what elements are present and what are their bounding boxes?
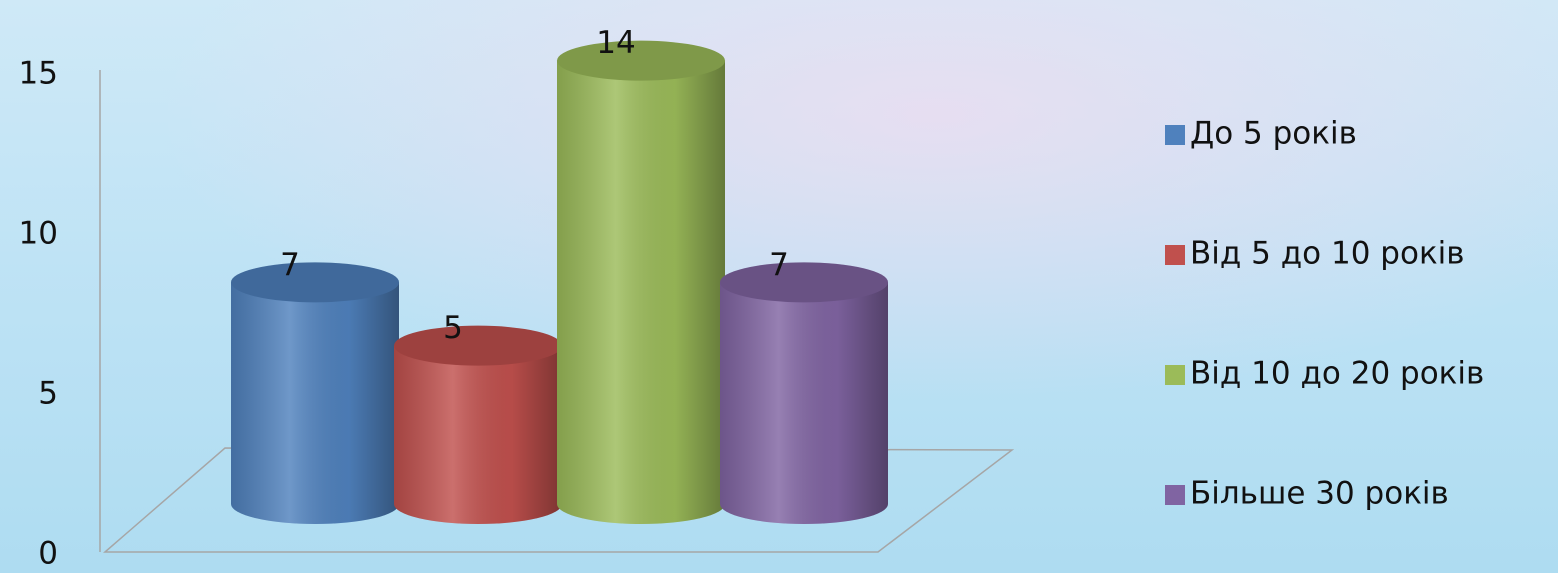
legend-swatch [1165,485,1185,505]
legend-label: Від 5 до 10 років [1190,236,1465,272]
y-tick-label: 10 [19,216,58,252]
bar-top [394,325,562,366]
value-label: 14 [596,25,635,61]
legend-label: Більше 30 років [1190,476,1449,512]
legend-label: До 5 років [1190,116,1357,152]
bar-shade [720,282,888,524]
bar-shade [557,60,725,525]
bar-top [720,262,888,303]
cylinder [720,262,888,524]
legend-swatch [1165,125,1185,145]
y-tick-label: 5 [38,376,58,412]
legend-label: Від 10 до 20 років [1190,356,1484,392]
bar-top [231,262,399,303]
cylinder [394,325,562,524]
bar-top-shade [720,262,888,303]
bar-top-shade [557,40,725,81]
cylinder [231,262,399,524]
bar-top-shade [231,262,399,303]
value-label: 5 [443,310,463,346]
value-label: 7 [280,247,300,283]
bar-shade [231,282,399,524]
axis-floor [99,70,1015,553]
bar-top-shade [394,325,562,366]
y-tick-label: 0 [38,536,58,572]
legend-swatch [1165,365,1185,385]
y-tick-label: 15 [19,56,58,92]
value-label: 7 [769,247,789,283]
cylinder [557,40,725,525]
bar-top [557,40,725,81]
legend-swatch [1165,245,1185,265]
bar-shade [394,345,562,524]
